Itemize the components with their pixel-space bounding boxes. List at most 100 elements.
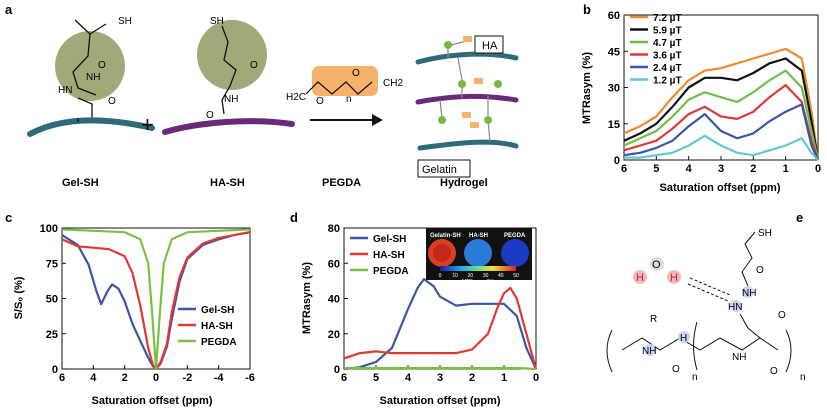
e-n-subscript-2: n — [800, 372, 806, 383]
chart-b-xtick-label: 3 — [718, 163, 724, 175]
e-nh-1: NH — [742, 288, 756, 299]
chart-d-xtick-label: 3 — [437, 372, 443, 384]
pegda-o2: O — [352, 68, 360, 79]
chart-d-xlabel: Saturation offset (ppm) — [380, 395, 501, 407]
gel-sh-chain — [72, 19, 97, 96]
chart-b-xtick-label: 5 — [653, 163, 659, 175]
inset-label-ha: HA-SH — [469, 233, 488, 239]
inset-colorbar-tick: 30 — [483, 273, 489, 279]
e-oxygen-3: O — [672, 364, 680, 375]
chart-c-xtick-label: 4 — [90, 372, 97, 384]
chart-c-ytick-label: 75 — [46, 258, 58, 270]
chart-b-ytick-label: 15 — [608, 119, 620, 131]
e-thiol: SH — [758, 228, 772, 239]
gel-sh-shell — [55, 31, 125, 101]
chart-c-xtick-label: 6 — [59, 372, 65, 384]
chart-b-ylabel: MTRasym (%) — [581, 52, 593, 124]
chart-b-series-3 — [623, 83, 820, 161]
chart-d-inset: Gelatin-SH HA-SH PEGDA 0 10 20 30 40 50 MTRas… — [426, 228, 532, 285]
chart-c-ytick-label: 100 — [40, 223, 58, 235]
ha-sh-oxygen-2: O — [206, 110, 214, 121]
chart-b-ytick-label: 0 — [614, 155, 620, 167]
gel-sh-hn: HN — [58, 85, 72, 96]
panel-label-e: e — [796, 210, 803, 225]
inset-disc-ha — [464, 239, 492, 267]
chart-b-legend-label-0: 7.2 µT — [653, 13, 682, 24]
e-n-subscript-1: n — [692, 372, 698, 383]
chart-b-series-5 — [624, 134, 819, 161]
chart-b-legend-label-4: 2.4 µT — [653, 63, 682, 74]
pegda-o1: O — [316, 96, 324, 107]
reaction-arrowhead — [372, 114, 383, 126]
e-nh-3: NH — [732, 352, 746, 363]
ha-sh-nh: NH — [224, 94, 238, 105]
chart-d-ytick-label: 40 — [328, 294, 340, 306]
chart-b-series-4 — [623, 103, 820, 161]
pegda-n: n — [346, 94, 352, 105]
pegda-h2c: H2C — [286, 92, 306, 103]
chart-c-legend-label-2: PEGDA — [201, 337, 237, 348]
chart-d-series-1 — [343, 286, 538, 370]
chart-c-series-2 — [61, 228, 251, 371]
inset-disc-pegda — [501, 239, 529, 267]
chart-c-series-1 — [61, 231, 251, 371]
chart-b-ytick-label: 60 — [608, 10, 620, 22]
ha-box — [474, 35, 504, 54]
inset-colorbar — [440, 266, 516, 271]
chart-b-ytick-label: 45 — [608, 46, 620, 58]
ha-sh-oxygen: O — [250, 60, 258, 71]
chart-d-legend-label-2: PEGDA — [373, 266, 409, 277]
gel-sh-oxygen-2: O — [108, 96, 116, 107]
chart-c: 6 4 2 0 -2 -4 -6 0 25 50 75 100 Gel-SH HA-SH PEGDA — [40, 223, 255, 384]
chart-b: 6 5 4 3 2 1 0 0 15 30 45 60 7.2 µT 5.9 µT4.7 µT 3.6 µT… — [608, 10, 821, 175]
panel-a: a SH O NH HN O + SH O NH O — [5, 2, 519, 189]
panel-label-c: c — [5, 210, 12, 225]
chart-d-ytick-label: 20 — [328, 329, 340, 341]
inset-colorbar-tick: 0 — [439, 273, 442, 279]
exchange-arrow-2 — [687, 283, 729, 302]
ha-sh-thiol: SH — [210, 16, 224, 27]
chart-c-xtick-label: -4 — [214, 372, 225, 384]
chart-d-ytick-label: 60 — [328, 258, 340, 270]
gel-sh-molecule: SH O NH HN O — [27, 16, 155, 137]
inset-colorbar-title: MTRasym (%) — [462, 279, 494, 285]
chart-d-ytick-label: 80 — [328, 223, 340, 235]
label-ha-sh: HA-SH — [210, 177, 245, 189]
chart-d-legend-label-0: Gel-SH — [373, 234, 406, 245]
chart-b-ytick-label: 30 — [608, 83, 620, 95]
chart-b-legend-label-2: 4.7 µT — [653, 38, 682, 49]
water-h1: H — [636, 272, 644, 284]
gel-sh-thiol: SH — [118, 16, 132, 27]
gelatin-box — [417, 159, 471, 178]
e-r: R — [650, 314, 657, 325]
gelatin-box-label: Gelatin — [422, 164, 457, 176]
chart-d-legend-label-1: HA-SH — [373, 250, 405, 261]
label-gel-sh: Gel-SH — [62, 177, 99, 189]
chart-c-xlabel: Saturation offset (ppm) — [92, 395, 213, 407]
chart-b-legend-label-3: 3.6 µT — [653, 51, 682, 62]
chart-d-xtick-label: 0 — [533, 372, 539, 384]
inset-label-pegda: PEGDA — [504, 233, 526, 239]
chart-c-xtick-label: 0 — [153, 372, 159, 384]
inset-colorbar-tick: 10 — [452, 273, 458, 279]
chart-b-series-2 — [623, 69, 820, 161]
chart-b-xtick-label: 0 — [815, 163, 821, 175]
panel-label-b: b — [583, 2, 591, 17]
pegda-highlight — [312, 66, 378, 96]
plus-sign: + — [141, 112, 154, 137]
e-hn: HN — [728, 302, 742, 313]
label-hydrogel: Hydrogel — [440, 177, 488, 189]
chart-c-ytick-label: 0 — [52, 364, 58, 376]
gel-sh-oxygen: O — [98, 60, 106, 71]
chart-c-xtick-label: -2 — [182, 372, 192, 384]
chart-b-xtick-label: 2 — [750, 163, 756, 175]
peptide-backbone — [621, 337, 779, 351]
panel-label-d: d — [290, 210, 298, 225]
chart-d-series-0 — [343, 278, 538, 371]
ha-backbone — [162, 118, 295, 135]
exchange-arrow-1 — [689, 277, 731, 296]
chart-d-xtick-label: 1 — [501, 372, 507, 384]
ha-sh-chain — [221, 25, 237, 115]
e-oxygen-2: O — [778, 310, 786, 321]
chart-c-legend-label-1: HA-SH — [201, 321, 233, 332]
